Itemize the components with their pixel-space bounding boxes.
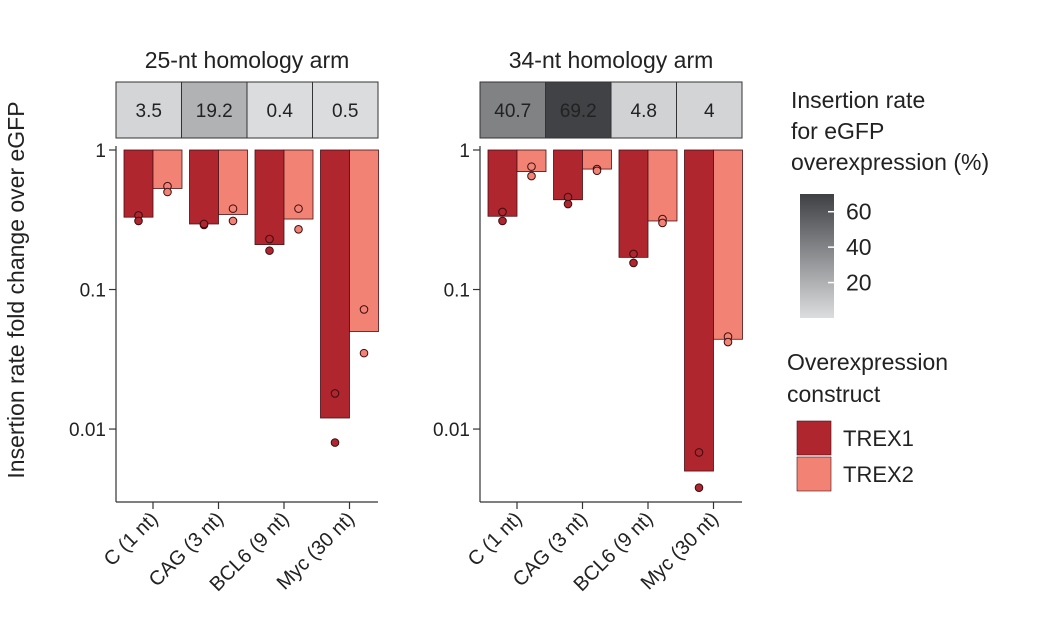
data-point-trex1	[265, 246, 274, 255]
bar-trex1	[254, 149, 285, 245]
bar-trex1	[320, 149, 350, 419]
y-axis-label: Insertion rate fold change over eGFP	[3, 101, 29, 478]
data-point-trex1	[498, 207, 507, 217]
data-point-trex2	[163, 187, 172, 197]
data-point-trex1	[694, 448, 704, 457]
bar-trex2	[218, 149, 248, 215]
heat-cell	[479, 81, 546, 139]
bar-trex1	[487, 149, 518, 217]
heat-legend-tick-label: 20	[846, 270, 872, 296]
y-tick-label: 0.1	[80, 281, 106, 302]
heat-cell-label: 0.4	[267, 101, 294, 122]
panel-1: 25-nt homology arm 3.5 19.2 0.4 0.5 1 0.1 0.01 C…	[69, 47, 379, 596]
legend-swatch-trex1	[796, 420, 832, 456]
legend-swatch-trex2	[796, 456, 832, 492]
data-point-trex1	[563, 199, 573, 209]
heat-legend-tick-label: 40	[846, 234, 872, 260]
legend-label-trex2: TREX2	[843, 462, 914, 487]
color-legend: Overexpression construct TREX1 TREX2	[787, 349, 948, 492]
heat-cell-label: 19.2	[196, 101, 233, 122]
data-point-trex1	[498, 216, 507, 226]
heat-legend: Insertion rate for eGFP overexpression (%)…	[791, 87, 989, 318]
legend-title-line: construct	[787, 381, 881, 407]
heat-legend-bar	[800, 194, 834, 318]
data-point-trex2	[527, 171, 536, 181]
data-point-trex2	[228, 204, 238, 213]
data-point-trex2	[723, 337, 733, 347]
data-point-trex1	[330, 438, 340, 447]
heat-legend-title-line: for eGFP	[791, 118, 884, 144]
data-point-trex1	[330, 389, 340, 398]
panel-title: 34-nt homology arm	[509, 47, 714, 73]
x-tick-label: C (1 nt)	[100, 508, 163, 571]
heat-cell-label: 0.5	[332, 101, 358, 122]
heat-cell	[545, 81, 612, 139]
bar-trex2	[516, 149, 547, 173]
heat-cell	[246, 81, 313, 139]
heat-cell-label: 40.7	[494, 101, 531, 122]
panel-2: 34-nt homology arm 40.7 69.2 4.8 4 1 0.1 0.01 C …	[433, 47, 743, 596]
heat-cell-label: 4.8	[631, 101, 657, 122]
bar-trex2	[713, 149, 743, 340]
bar-trex1	[189, 149, 219, 225]
heat-legend-tick-label: 60	[846, 199, 872, 225]
y-tick-label: 1	[95, 141, 106, 162]
data-point-trex1	[629, 249, 638, 259]
data-point-trex2	[527, 162, 536, 171]
bar-trex1	[618, 149, 649, 258]
y-tick-label: 0.01	[69, 420, 106, 441]
y-tick-label: 1	[459, 141, 470, 162]
legend-title-line: Overexpression	[787, 349, 948, 375]
data-point-trex2	[359, 305, 369, 314]
chart-panels: 25-nt homology arm 3.5 19.2 0.4 0.5 1 0.1 0.01 C…	[69, 47, 743, 596]
data-point-trex2	[592, 166, 602, 176]
panel-title: 25-nt homology arm	[145, 47, 350, 73]
data-point-trex1	[563, 192, 573, 202]
bar-trex1	[553, 149, 583, 201]
heat-cell	[610, 81, 677, 139]
data-point-trex2	[228, 216, 238, 226]
heat-cell	[115, 81, 182, 139]
heat-legend-title-line: Insertion rate	[791, 87, 925, 113]
data-point-trex2	[658, 218, 667, 228]
heat-cell-label: 3.5	[136, 101, 162, 122]
heat-cell	[181, 81, 248, 139]
data-point-trex1	[134, 216, 143, 226]
heat-cell	[312, 81, 379, 139]
heat-cell-label: 69.2	[560, 101, 597, 122]
bar-trex2	[647, 149, 678, 222]
y-tick-label: 0.1	[444, 281, 470, 302]
bar-trex1	[684, 149, 714, 472]
data-point-trex1	[265, 234, 274, 244]
data-point-trex2	[294, 204, 303, 213]
bar-trex1	[123, 149, 154, 218]
data-point-trex2	[294, 225, 303, 234]
data-point-trex1	[694, 483, 704, 492]
data-point-trex1	[629, 258, 638, 268]
heat-cell-label: 4	[704, 101, 715, 122]
heat-legend-title-line: overexpression (%)	[791, 149, 989, 175]
x-tick-label: C (1 nt)	[464, 508, 527, 571]
data-point-trex1	[199, 219, 209, 229]
legend-label-trex1: TREX1	[843, 426, 914, 451]
bar-trex2	[349, 149, 379, 332]
y-tick-label: 0.01	[433, 420, 470, 441]
data-point-trex2	[359, 348, 369, 358]
heat-cell	[676, 81, 743, 139]
